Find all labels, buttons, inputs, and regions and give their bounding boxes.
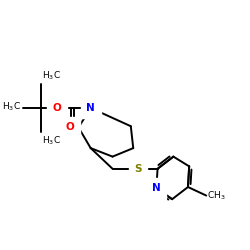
Text: O: O <box>52 103 61 113</box>
Text: N: N <box>152 183 161 193</box>
Text: O: O <box>66 122 74 132</box>
Text: H$_3$C: H$_3$C <box>42 134 61 147</box>
Text: N: N <box>86 103 95 113</box>
Text: H$_3$C: H$_3$C <box>42 69 61 82</box>
Text: CH$_3$: CH$_3$ <box>208 189 226 202</box>
Text: S: S <box>134 164 142 174</box>
Text: H$_3$C: H$_3$C <box>2 100 21 113</box>
